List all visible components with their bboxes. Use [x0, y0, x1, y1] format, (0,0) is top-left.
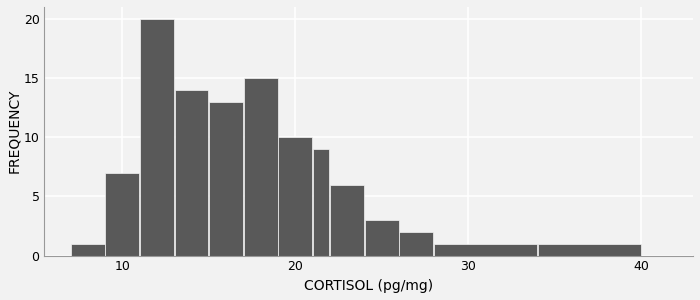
- Bar: [106, 173, 139, 256]
- Bar: [140, 19, 174, 256]
- Bar: [330, 184, 364, 256]
- Bar: [313, 149, 330, 256]
- Bar: [279, 137, 312, 256]
- Bar: [538, 244, 640, 256]
- X-axis label: CORTISOL (pg/mg): CORTISOL (pg/mg): [304, 279, 433, 293]
- Bar: [434, 244, 537, 256]
- Y-axis label: FREQUENCY: FREQUENCY: [7, 89, 21, 173]
- Bar: [244, 78, 277, 256]
- Bar: [365, 220, 398, 256]
- Bar: [174, 90, 209, 256]
- Bar: [209, 102, 243, 256]
- Bar: [400, 232, 433, 256]
- Bar: [71, 244, 104, 256]
